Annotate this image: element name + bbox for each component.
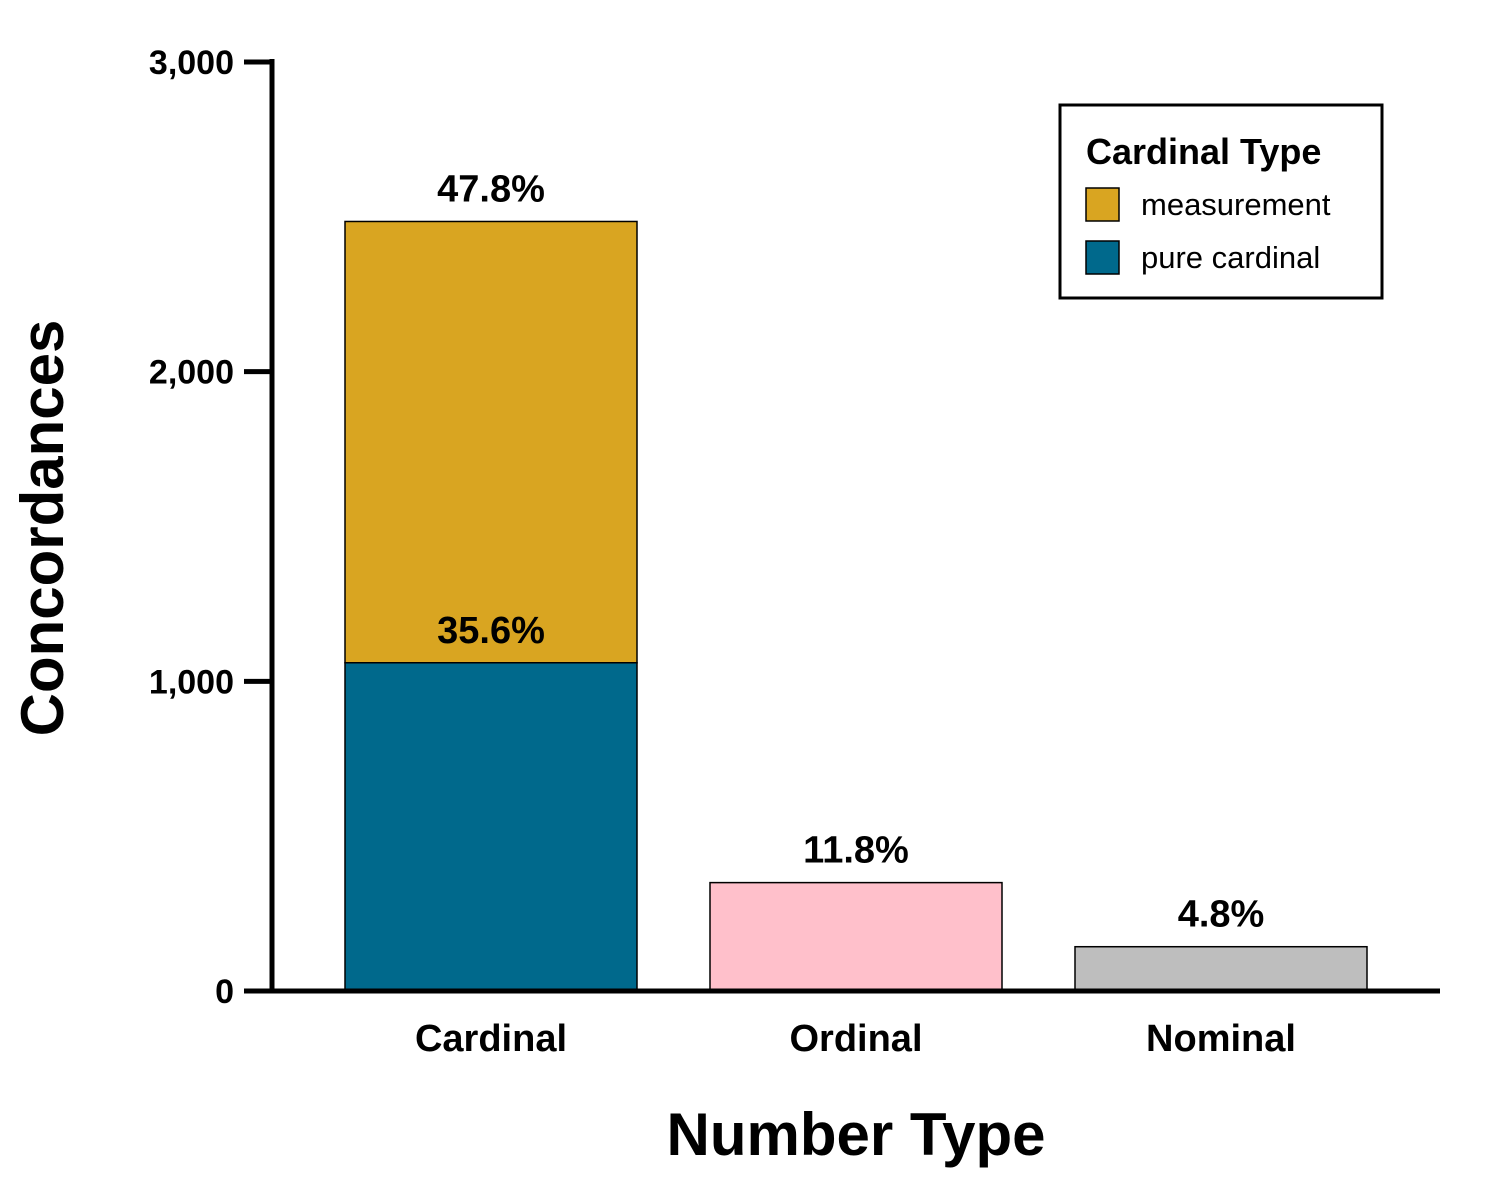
- legend-label-0: measurement: [1141, 187, 1331, 222]
- data-labels: 35.6% 47.8% 11.8% 4.8%: [437, 168, 1264, 935]
- bar-cardinal-segment-0: [344, 662, 638, 992]
- bar-cardinal-segment-1: [344, 220, 638, 664]
- x-axis-title: Number Type: [667, 1101, 1046, 1168]
- axes: [269, 59, 1440, 994]
- legend-title: Cardinal Type: [1086, 131, 1321, 172]
- y-tick-label-0: 0: [215, 973, 234, 1011]
- bar-nominal-segment-0: [1074, 945, 1368, 992]
- data-label-nominal-0: 4.8%: [1178, 894, 1265, 936]
- y-tick-label-2: 2,000: [149, 354, 234, 392]
- x-tick-labels: Cardinal Ordinal Nominal: [415, 1018, 1296, 1060]
- legend-swatch-1: [1085, 240, 1120, 275]
- data-label-ordinal-0: 11.8%: [803, 830, 909, 872]
- legend-swatch-0: [1085, 187, 1120, 222]
- x-tick-label-cardinal: Cardinal: [415, 1018, 567, 1060]
- legend: Cardinal Type measurement pure cardinal: [1058, 103, 1384, 300]
- bar-ordinal-segment-0: [709, 881, 1003, 992]
- y-tick-label-3: 3,000: [149, 44, 234, 82]
- data-label-cardinal-1: 47.8%: [437, 168, 545, 210]
- y-axis-title: Concordances: [9, 320, 76, 737]
- legend-items: measurement pure cardinal: [1085, 187, 1331, 275]
- bars: [344, 220, 1368, 992]
- x-tick-label-ordinal: Ordinal: [789, 1018, 922, 1060]
- x-tick-label-nominal: Nominal: [1146, 1018, 1296, 1060]
- y-tick-label-1: 1,000: [149, 663, 234, 701]
- legend-label-1: pure cardinal: [1141, 240, 1320, 275]
- data-label-cardinal-0: 35.6%: [437, 610, 545, 652]
- y-ticks: 0 1,000 2,000 3,000: [149, 44, 272, 1011]
